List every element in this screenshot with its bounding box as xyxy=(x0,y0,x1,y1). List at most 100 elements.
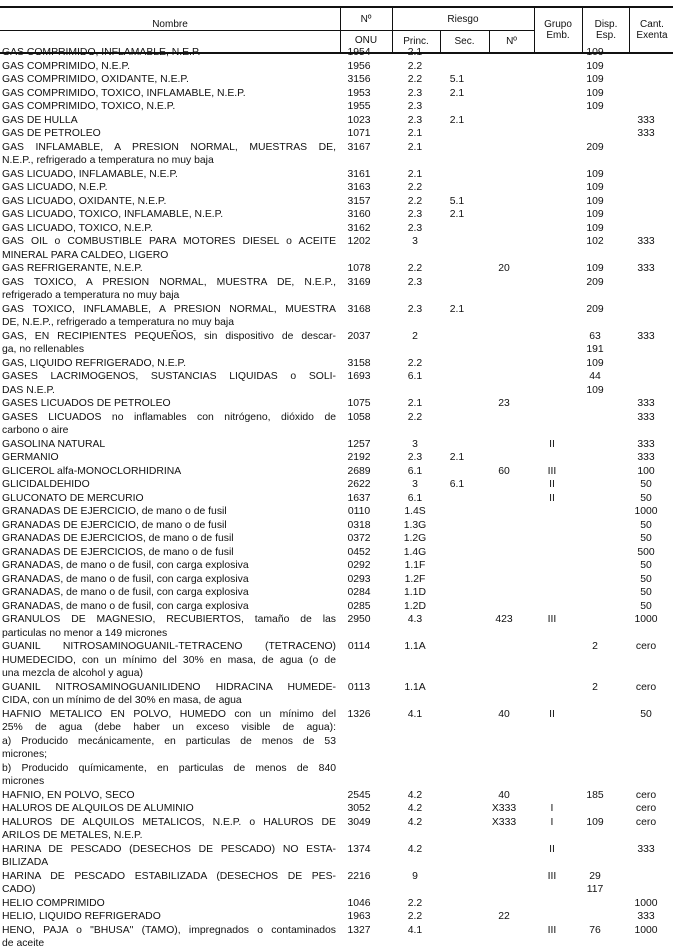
cell-grupo: III xyxy=(547,924,557,936)
cell-disp: 76 xyxy=(589,924,601,936)
cell-princ: 4.1 xyxy=(407,708,423,720)
name-line: GAS TOXICO, A PRESION NORMAL, MUESTRA DE… xyxy=(2,276,336,288)
name-line: GAS, EN RECIPIENTES PEQUEÑOS, sin dispos… xyxy=(2,330,336,342)
table-header: Nombre Nº ONU Riesgo Princ. Sec. Nº Grup… xyxy=(0,6,673,54)
substance-name: GLICEROL alfa-MONOCLORHIDRINA xyxy=(2,465,336,479)
cell-cant: 1000 xyxy=(634,924,658,936)
substance-name: GAS, LIQUIDO REFRIGERADO, N.E.P. xyxy=(2,357,336,371)
cell-onu: 0452 xyxy=(347,546,371,558)
name-line: GRANADAS DE EJERCICIOS, de mano o de fus… xyxy=(2,546,234,558)
cell-onu: 1071 xyxy=(347,128,371,139)
table-row: GRANADAS DE EJERCICIO, de mano o de fusi… xyxy=(0,505,673,519)
name-line: HELIO, LIQUIDO REFRIGERADO xyxy=(2,911,161,922)
substance-name: GAS TOXICO, INFLAMABLE, A PRESION NORMAL… xyxy=(2,303,336,330)
cell-disp: 109 xyxy=(586,357,604,369)
cell-princ: 2.1 xyxy=(407,168,423,180)
table-row: HALUROS DE ALQUILOS DE ALUMINIO 3052 4.2 X3… xyxy=(0,802,673,816)
cell-cant: 1000 xyxy=(634,506,658,517)
name-line: GASES LICUADOS no inflamables con nitróg… xyxy=(2,411,336,423)
substance-name: HAFNIO, EN POLVO, SECO xyxy=(2,789,336,803)
cell-princ: 2.1 xyxy=(407,128,423,139)
cell-grupo: I xyxy=(550,816,554,828)
cell-disp: 109 xyxy=(586,101,604,112)
table-row: GAS, EN RECIPIENTES PEQUEÑOS, sin dispos… xyxy=(0,330,673,357)
name-line: DAS N.E.P. xyxy=(2,384,55,396)
name-line: particulas no menor a 149 micrones xyxy=(2,627,168,639)
divider xyxy=(440,30,441,52)
cell-princ: 4.2 xyxy=(407,816,423,828)
cell-disp: 109 xyxy=(586,47,604,58)
cell-princ: 2.1 xyxy=(407,47,423,58)
header-princ: Princ. xyxy=(403,36,429,47)
name-line: HAFNIO, EN POLVO, SECO xyxy=(2,789,135,801)
cell-princ: 2.2 xyxy=(407,357,423,369)
cell-princ: 1.4S xyxy=(404,506,426,517)
table-row: GAS DE HULLA 1023 2.3 2.1 333 xyxy=(0,114,673,128)
name-line: GRANADAS, de mano o de fusil, con carga … xyxy=(2,587,249,598)
substance-name: GRANADAS, de mano o de fusil, con carga … xyxy=(2,559,336,573)
divider xyxy=(534,8,535,52)
name-line: GASES LICUADOS DE PETROLEO xyxy=(2,398,171,409)
cell-disp: 2 xyxy=(592,681,598,693)
cell-onu: 1078 xyxy=(347,263,371,274)
substance-name: GAS COMPRIMIDO, N.E.P. xyxy=(2,60,336,74)
table-row: HALUROS DE ALQUILOS METALICOS, N.E.P. o … xyxy=(0,816,673,843)
cell-sec: 2.1 xyxy=(449,87,465,99)
cell-cant: 50 xyxy=(640,560,652,571)
cell-onu: 3169 xyxy=(347,276,371,288)
substance-name: GAS INFLAMABLE, A PRESION NORMAL, MUESTR… xyxy=(2,141,336,168)
substance-name: HELIO, LIQUIDO REFRIGERADO xyxy=(2,910,336,924)
cell-onu: 3162 xyxy=(347,222,371,234)
cell-grupo: I xyxy=(550,803,554,814)
cell-cant: cero xyxy=(635,803,657,814)
cell-cant: 333 xyxy=(637,263,655,274)
cell-grupo: III xyxy=(547,870,557,882)
cell-princ: 3 xyxy=(412,479,418,490)
cell-princ: 1.4G xyxy=(403,546,427,558)
cell-disp: 109 xyxy=(586,87,604,99)
cell-onu: 2192 xyxy=(347,452,371,463)
substance-name: GASES LICUADOS no inflamables con nitróg… xyxy=(2,411,336,438)
cell-onu: 3049 xyxy=(347,816,371,828)
cell-princ: 9 xyxy=(412,870,418,882)
table-row: GAS LICUADO, TOXICO, N.E.P. 3162 2.3 109 xyxy=(0,222,673,236)
cell-cant: cero xyxy=(635,789,657,801)
substance-name: GERMANIO xyxy=(2,451,336,465)
table-row: GASOLINA NATURAL 1257 3 II 333 xyxy=(0,438,673,452)
name-line: BILIZADA xyxy=(2,857,49,868)
substance-name: GASOLINA NATURAL xyxy=(2,438,336,452)
cell-num: 22 xyxy=(498,911,510,922)
name-line: GRANULOS DE MAGNESIO, RECUBIERTOS, tamañ… xyxy=(2,614,336,625)
table-row: GRANULOS DE MAGNESIO, RECUBIERTOS, tamañ… xyxy=(0,613,673,640)
cell-onu: 3156 xyxy=(347,74,371,85)
cell-princ: 4.2 xyxy=(407,803,423,814)
cell-princ: 2.2 xyxy=(407,60,423,72)
cell-princ: 2.2 xyxy=(407,74,423,85)
cell-onu: 3157 xyxy=(347,195,371,207)
substance-name: GRANADAS DE EJERCICIO, de mano o de fusi… xyxy=(2,505,336,519)
header-sec: Sec. xyxy=(454,36,475,47)
substance-name: HELIO COMPRIMIDO xyxy=(2,897,336,911)
cell-grupo: III xyxy=(547,465,557,477)
name-line: GRANADAS, de mano o de fusil, con carga … xyxy=(2,573,249,585)
name-line: carbono o aire xyxy=(2,425,69,436)
substance-name: GRANADAS DE EJERCICIOS, de mano o de fus… xyxy=(2,546,336,560)
substance-name: GRANULOS DE MAGNESIO, RECUBIERTOS, tamañ… xyxy=(2,613,336,640)
table-row: GRANADAS, de mano o de fusil, con carga … xyxy=(0,559,673,573)
cell-onu: 3168 xyxy=(347,303,371,315)
substance-name: GAS COMPRIMIDO, TOXICO, N.E.P. xyxy=(2,100,336,114)
substance-name: HALUROS DE ALQUILOS DE ALUMINIO xyxy=(2,802,336,816)
name-line: 25% de agua (debe haber un exceso visibl… xyxy=(2,722,336,733)
cell-cant: 50 xyxy=(640,479,652,490)
header-cant: Cant. Exenta xyxy=(636,19,668,41)
cell-onu: 1058 xyxy=(347,411,371,423)
substance-name: HAFNIO METALICO EN POLVO, HUMEDO con un … xyxy=(2,708,336,789)
cell-onu: 1202 xyxy=(347,236,371,247)
cell-onu: 3052 xyxy=(347,803,371,814)
cell-sec: 5.1 xyxy=(449,195,465,207)
cell-princ: 6.1 xyxy=(407,371,423,382)
name-line: GAS INFLAMABLE, A PRESION NORMAL, MUESTR… xyxy=(2,141,336,153)
cell-sec: 2.1 xyxy=(449,303,465,315)
cell-cant: 50 xyxy=(640,533,652,544)
substance-name: GAS LICUADO, OXIDANTE, N.E.P. xyxy=(2,195,336,209)
